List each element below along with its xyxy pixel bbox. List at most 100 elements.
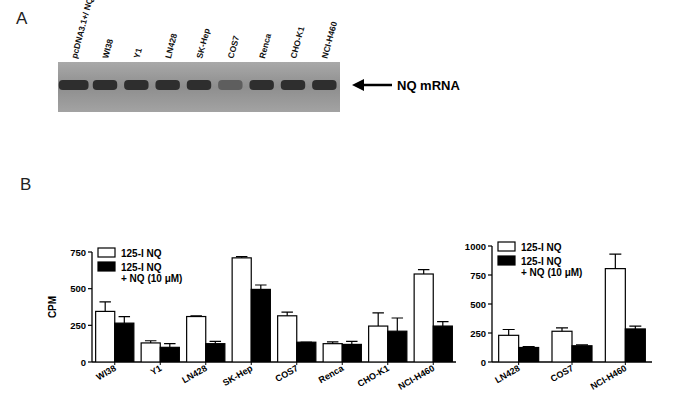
error-bars	[99, 257, 448, 348]
y-tick	[488, 303, 492, 304]
y-tick-label: 500	[470, 299, 486, 310]
bar	[160, 347, 179, 362]
legend: 125-I NQ125-I NQ+ NQ (10 μM)	[98, 248, 182, 284]
y-tick	[488, 274, 492, 275]
x-tick	[205, 362, 206, 365]
lane-label: SK-Hep	[194, 27, 212, 59]
bar	[625, 329, 645, 362]
legend-line: 125-I NQ	[121, 262, 162, 273]
x-tick-label: LN428	[493, 363, 521, 385]
y-tick-label: 750	[470, 270, 486, 281]
gel-band	[218, 80, 242, 90]
x-tick	[625, 362, 626, 365]
bar	[369, 326, 388, 362]
error-bar	[327, 342, 338, 344]
y-axis-label: CPM	[47, 296, 58, 318]
lane-label: LN428	[163, 32, 179, 59]
x-tick-label: NCI-H460	[397, 363, 437, 392]
x-tick	[572, 362, 573, 365]
x-tick-label: COS7	[274, 363, 300, 384]
gel-band	[187, 80, 211, 90]
error-bar	[164, 344, 175, 348]
legend-line: 125-I NQ	[121, 248, 162, 259]
bar	[187, 317, 206, 362]
lane-label: COS7	[226, 34, 242, 59]
panel-label: B	[20, 175, 31, 194]
y-tick	[88, 361, 92, 362]
legend-line: + NQ (10 μM)	[121, 273, 182, 284]
gel-band	[281, 80, 305, 90]
y-tick-label: 750	[70, 247, 86, 258]
error-bar	[556, 328, 568, 331]
y-tick	[488, 245, 492, 246]
error-bar	[236, 257, 247, 258]
lane-label: CHO-K1	[288, 25, 306, 59]
lane-label: NCI-H460	[320, 20, 340, 59]
bar	[433, 326, 452, 362]
error-bar	[576, 344, 588, 346]
error-bar	[629, 326, 641, 329]
y-tick-label: 250	[470, 328, 486, 339]
chart: 0250500750CPMWI38Y1LN428SK-HepCOS7RencaC…	[47, 247, 456, 392]
legend-swatch	[98, 262, 115, 271]
error-bar	[301, 342, 312, 343]
y-tick	[88, 288, 92, 289]
x-tick	[160, 362, 161, 365]
bars	[96, 258, 453, 362]
x-tick	[433, 362, 434, 365]
gel-band	[249, 80, 273, 90]
x-tick	[518, 362, 519, 365]
legend-line: + NQ (10 μM)	[521, 267, 582, 278]
gel-band	[155, 80, 179, 90]
y-tick	[88, 325, 92, 326]
bar	[388, 331, 407, 362]
bar	[605, 269, 625, 362]
error-bar	[119, 317, 130, 324]
lane-label: pcDNA3.1+/ NQ	[69, 0, 95, 60]
lane-label: Renca	[257, 32, 273, 59]
x-tick-label: NCI-H460	[589, 363, 629, 392]
bar	[251, 289, 270, 362]
x-tick	[251, 362, 252, 365]
error-bar	[210, 341, 221, 343]
y-tick-label: 1000	[465, 241, 486, 252]
y-tick-label: 500	[70, 283, 86, 294]
gel-background	[58, 62, 340, 112]
gel-band	[124, 80, 148, 90]
legend-line: 125-I NQ	[521, 256, 562, 267]
y-axis	[91, 252, 92, 362]
legend-line: 125-I NQ	[521, 242, 562, 253]
error-bar	[437, 322, 448, 326]
bar	[141, 343, 160, 362]
error-bar	[609, 254, 621, 269]
x-tick	[342, 362, 343, 365]
bar	[96, 311, 115, 362]
y-tick-label: 0	[81, 357, 86, 368]
bar	[206, 344, 225, 362]
error-bars	[503, 254, 642, 347]
error-bar	[346, 341, 357, 344]
bar	[323, 344, 342, 362]
x-tick	[387, 362, 388, 365]
error-bar	[190, 315, 201, 317]
gel-band	[59, 80, 89, 90]
x-tick-label: CHO-K1	[356, 363, 391, 389]
bar	[297, 342, 316, 362]
x-tick-label: SK-Hep	[221, 363, 255, 388]
x-tick-label: LN428	[180, 363, 208, 385]
legend-swatch	[98, 248, 115, 257]
error-bar	[99, 302, 110, 312]
error-bar	[503, 330, 515, 336]
error-bar	[418, 270, 429, 274]
error-bar	[255, 285, 266, 289]
lane-label: Y1	[132, 47, 144, 60]
y-tick-label: 250	[70, 320, 86, 331]
bar	[414, 274, 433, 362]
x-tick	[114, 362, 115, 365]
error-bar	[281, 312, 292, 316]
x-tick-label: WI38	[95, 363, 118, 382]
arrow-head	[352, 79, 364, 91]
gel-band	[93, 80, 117, 90]
legend-label: 125-I NQ	[521, 242, 562, 253]
error-bar	[145, 341, 156, 343]
